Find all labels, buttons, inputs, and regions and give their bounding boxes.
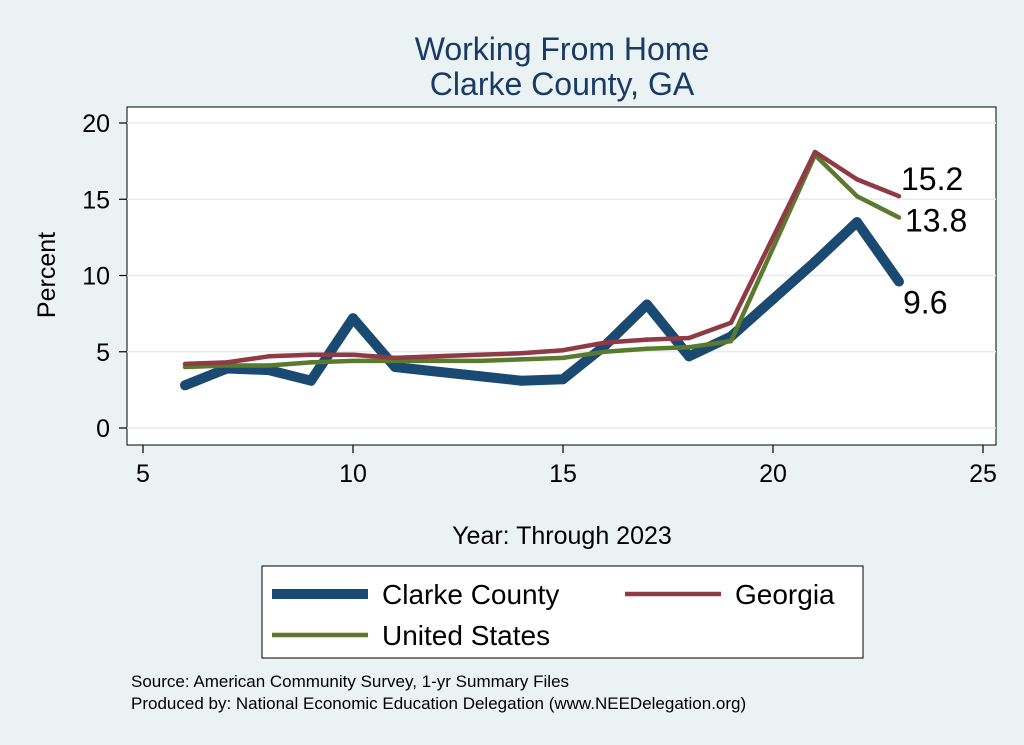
legend-label: United States (382, 620, 550, 651)
source-note: Source: American Community Survey, 1-yr … (131, 672, 569, 691)
data-point (810, 256, 820, 267)
data-point (266, 363, 272, 368)
data-point (812, 149, 818, 155)
y-tick-label: 0 (96, 415, 110, 443)
x-tick-label: 20 (759, 460, 787, 488)
x-tick-label: 25 (969, 460, 997, 488)
data-point (266, 354, 272, 359)
end-value-label: 15.2 (901, 161, 963, 197)
data-point (896, 215, 902, 220)
data-point (560, 355, 566, 361)
data-point (644, 337, 650, 342)
end-value-label: 13.8 (905, 203, 967, 239)
y-tick-label: 10 (82, 263, 110, 291)
data-point (686, 344, 692, 350)
chart-title: Working From Home (415, 31, 710, 67)
data-point (180, 380, 190, 391)
legend-box (261, 565, 864, 659)
end-labels: 9.6 15.2 13.8 (901, 161, 967, 320)
data-point (728, 320, 734, 326)
data-point (558, 374, 568, 385)
data-point (602, 340, 608, 345)
x-tick-label: 15 (549, 460, 577, 488)
data-point (518, 351, 524, 356)
data-point (516, 375, 526, 386)
data-point (684, 351, 694, 362)
y-axis-title: Percent (33, 232, 61, 318)
data-point (644, 346, 650, 351)
data-point (602, 349, 608, 354)
data-point (434, 354, 440, 359)
data-point (224, 360, 230, 365)
data-point (728, 338, 734, 344)
data-point (308, 352, 314, 358)
legend-label: Georgia (735, 579, 835, 610)
data-point (350, 352, 356, 358)
data-point (306, 375, 316, 386)
x-tick-label: 10 (339, 460, 367, 488)
data-point (854, 177, 860, 182)
data-point (476, 358, 482, 364)
data-point (390, 362, 400, 372)
legend-label: Clarke County (382, 579, 559, 610)
data-point (348, 313, 358, 324)
data-point (854, 193, 860, 199)
data-point (392, 355, 398, 361)
y-tick-label: 20 (82, 110, 110, 138)
x-axis-title: Year: Through 2023 (452, 522, 672, 550)
end-value-label: 9.6 (903, 285, 947, 321)
data-point (434, 358, 440, 364)
data-point (560, 347, 566, 353)
y-tick-label: 5 (96, 339, 110, 367)
data-point (686, 335, 692, 341)
data-point (182, 361, 188, 367)
data-point (896, 193, 902, 199)
data-point (308, 360, 314, 365)
y-tick-label: 15 (82, 186, 110, 214)
data-point (474, 371, 484, 382)
data-point (350, 358, 356, 364)
legend: Clarke County Georgia United States (261, 565, 864, 659)
series-lines (180, 149, 904, 391)
data-point (894, 276, 904, 287)
data-point (476, 352, 482, 358)
chart-subtitle: Clarke County, GA (430, 66, 695, 102)
x-tick-label: 5 (136, 460, 150, 488)
data-point (852, 217, 862, 228)
data-point (518, 357, 524, 362)
producer-note: Produced by: National Economic Education… (131, 694, 746, 713)
data-point (432, 366, 442, 377)
data-point (642, 299, 652, 310)
